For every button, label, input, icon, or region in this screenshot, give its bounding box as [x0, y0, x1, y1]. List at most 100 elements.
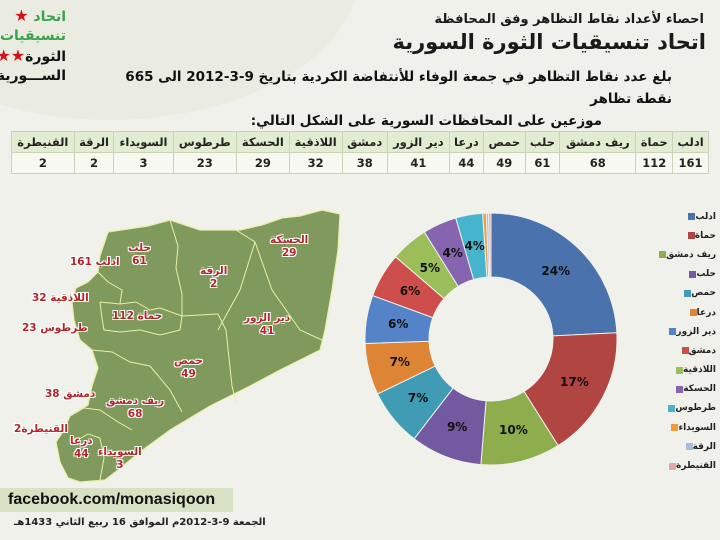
legend-label: طرطوس	[675, 403, 716, 414]
intro-text: بلغ عدد نقاط التظاهر في جمعة الوفاء للأن…	[112, 66, 672, 132]
table-header: القنيطرة	[11, 131, 75, 153]
legend-label: دير الزور	[676, 326, 716, 337]
table-header: الرقة	[73, 131, 115, 153]
legend-item: الرقة	[636, 437, 716, 456]
map-label-hasakah: الحسكة 29	[270, 234, 309, 259]
table-cell: 68	[559, 152, 637, 174]
map-label-hama: حماة 112	[112, 310, 163, 322]
map-label-rif-dimashq: ريف دمشق 68	[106, 395, 165, 420]
donut-svg	[364, 212, 618, 466]
slice-percent-label: 10%	[499, 423, 528, 438]
legend-item: القنيطرة	[636, 456, 716, 475]
legend-swatch	[688, 213, 696, 221]
legend-label: ريف دمشق	[666, 249, 716, 260]
table-cell: 3	[113, 152, 174, 174]
footer-date: الجمعة 9-3-2012م الموافق 16 ربيع الثاني …	[14, 517, 266, 528]
legend-label: السويداء	[678, 422, 716, 433]
table-header: طرطوس	[172, 131, 238, 153]
table-header: حمص	[482, 131, 526, 153]
legend-swatch	[684, 289, 692, 297]
legend-label: حماة	[694, 230, 716, 241]
slice-percent-label: 4%	[464, 239, 485, 254]
syria-map: حلب 61 ادلب 161 الرقة 2 الحسكة 29 اللاذقية …	[0, 190, 345, 485]
legend-item: السويداء	[636, 418, 716, 437]
legend-label: الرقة	[692, 441, 716, 452]
table-header: ادلب	[672, 131, 709, 153]
donut-slice	[490, 212, 618, 337]
legend-item: درعا	[636, 303, 716, 322]
table-cell: 44	[448, 152, 484, 174]
table-cell: 161	[672, 152, 709, 174]
legend-swatch	[669, 328, 677, 336]
legend-swatch	[659, 251, 667, 259]
table-header: درعا	[448, 131, 484, 153]
legend-swatch	[676, 366, 684, 374]
intro-line-2: موزعين على المحافظات السورية على الشكل ا…	[250, 113, 602, 129]
legend-label: حلب	[696, 269, 716, 280]
slice-percent-label: 9%	[446, 419, 468, 434]
legend-item: طرطوس	[636, 399, 716, 418]
table-header-row: ادلب حماة ريف دمشق حلب حمص درعا دير الزو…	[11, 131, 709, 153]
chart-legend: ادلب حماة ريف دمشق حلب حمص درعا دير الزور دمشق ا…	[636, 207, 716, 476]
map-label-latakia: اللاذقية 32	[32, 292, 89, 304]
star-icon: ★	[0, 46, 11, 65]
slice-percent-label: 5%	[419, 260, 440, 275]
page-subtitle: احصاء لأعداد نقاط التظاهر وفق المحافظة	[434, 12, 704, 27]
table-cell: 2	[73, 152, 115, 174]
facebook-link[interactable]: facebook.com/monasiqoon	[8, 491, 216, 508]
legend-label: درعا	[696, 307, 716, 318]
legend-label: اللاذقية	[683, 365, 716, 376]
table-header: دير الزور	[386, 131, 450, 153]
map-label-tartus: طرطوس 23	[22, 322, 88, 334]
logo-line-4: الســـورية	[0, 68, 66, 84]
slice-percent-label: 4%	[442, 246, 463, 261]
map-label-aleppo: حلب 61	[128, 242, 151, 267]
map-label-sweida: السويداء 3	[98, 446, 142, 471]
star-icon: ★	[14, 6, 29, 25]
slice-percent-label: 6%	[399, 284, 421, 299]
map-label-deir-ez-zor: دير الزور 41	[244, 312, 291, 337]
table-row: 161 112 68 61 49 44 41 38 32 29 23 3 2 2	[11, 152, 709, 174]
table-cell: 2	[11, 152, 75, 174]
legend-label: الحسكة	[683, 384, 716, 395]
legend-item: ريف دمشق	[636, 245, 716, 264]
legend-item: حلب	[636, 265, 716, 284]
table-cell: 49	[482, 152, 526, 174]
table-header: حلب	[524, 131, 561, 153]
legend-item: الحسكة	[636, 380, 716, 399]
logo: اتحاد ★ تنسيقيات الثورة★★ الســـورية	[0, 6, 66, 86]
donut-slice	[523, 332, 618, 447]
map-label-idlib: ادلب 161	[70, 256, 120, 268]
slice-percent-label: 7%	[389, 354, 410, 369]
table-cell: 38	[341, 152, 388, 174]
map-shape	[55, 209, 341, 483]
table-cell: 32	[288, 152, 343, 174]
legend-swatch	[689, 309, 697, 317]
table-header: ريف دمشق	[559, 131, 637, 153]
legend-swatch	[668, 404, 676, 412]
legend-item: حماة	[636, 226, 716, 245]
star-icon: ★	[10, 46, 26, 65]
slice-percent-label: 6%	[387, 317, 409, 332]
legend-swatch	[681, 347, 689, 355]
page-title: اتحاد تنسيقيات الثورة السورية	[392, 30, 706, 54]
table-cell: 29	[236, 152, 290, 174]
legend-item: دير الزور	[636, 322, 716, 341]
map-label-quneitra: القنيطرة2	[14, 423, 68, 435]
table-cell: 61	[524, 152, 561, 174]
legend-item: ادلب	[636, 207, 716, 226]
donut-slice	[488, 212, 492, 278]
legend-swatch	[689, 270, 697, 278]
legend-item: اللاذقية	[636, 361, 716, 380]
slice-percent-label: 7%	[407, 391, 429, 406]
map-label-damascus: دمشق 38	[45, 388, 96, 400]
logo-line-1: اتحاد	[33, 9, 66, 25]
legend-label: حمص	[691, 288, 716, 299]
legend-label: ادلب	[695, 211, 716, 222]
table-header: دمشق	[341, 131, 388, 153]
table-header: اللاذقية	[288, 131, 343, 153]
map-label-homs: حمص 49	[174, 355, 203, 380]
legend-label: دمشق	[688, 345, 716, 356]
slice-percent-label: 17%	[560, 375, 589, 390]
legend-item: دمشق	[636, 341, 716, 360]
